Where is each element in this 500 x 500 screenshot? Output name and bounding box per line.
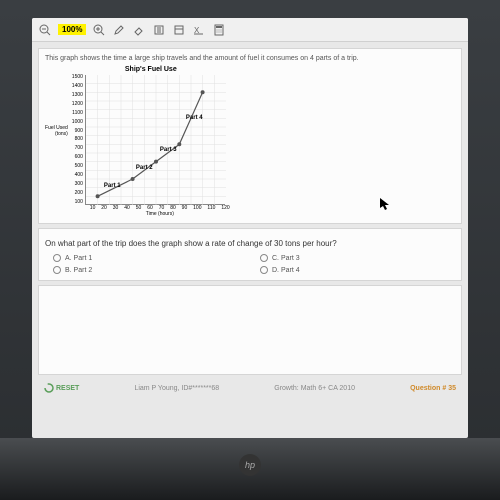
option-d[interactable]: D. Part 4 (260, 266, 455, 274)
segment-label-4: Part 4 (186, 115, 203, 121)
zoom-in-icon[interactable] (92, 23, 106, 37)
hp-logo-icon: hp (239, 454, 261, 476)
student-id: Liam P Young, ID#*******68 (134, 385, 219, 392)
segment-label-2: Part 2 (136, 165, 153, 171)
content-area: This graph shows the time a large ship t… (32, 42, 468, 403)
question-number: Question # 35 (410, 385, 456, 392)
toolbar: 100% X (32, 18, 468, 42)
strikeout-icon[interactable]: X (192, 23, 206, 37)
option-b[interactable]: B. Part 2 (53, 266, 248, 274)
option-c[interactable]: C. Part 3 (260, 254, 455, 262)
question-text: On what part of the trip does the graph … (45, 239, 455, 248)
notepad-icon[interactable] (172, 23, 186, 37)
refresh-icon (44, 383, 54, 393)
chart-plot: Part 1 Part 2 Part 3 Part 4 (85, 75, 225, 205)
zoom-out-icon[interactable] (38, 23, 52, 37)
assessment-name: Growth: Math 6+ CA 2010 (274, 385, 355, 392)
zoom-level[interactable]: 100% (58, 24, 86, 35)
radio-icon (53, 266, 61, 274)
y-axis-label: Fuel Used (tons) (45, 66, 70, 217)
segment-label-3: Part 3 (160, 147, 177, 153)
mouse-cursor-icon (380, 198, 390, 212)
question-card: On what part of the trip does the graph … (38, 228, 462, 281)
reset-button[interactable]: RESET (44, 383, 79, 393)
x-axis-label: Time (hours) (90, 211, 230, 217)
highlighter-icon[interactable] (152, 23, 166, 37)
y-ticks: 1500 1400 1300 1200 1100 1000 900 800 70… (72, 75, 85, 205)
problem-card: This graph shows the time a large ship t… (38, 48, 462, 224)
pencil-icon[interactable] (112, 23, 126, 37)
radio-icon (260, 266, 268, 274)
calculator-icon[interactable] (212, 23, 226, 37)
radio-icon (53, 254, 61, 262)
problem-prompt: This graph shows the time a large ship t… (45, 55, 455, 62)
chart-title: Ship's Fuel Use (72, 66, 230, 73)
radio-icon (260, 254, 268, 262)
work-area[interactable] (38, 285, 462, 375)
eraser-icon[interactable] (132, 23, 146, 37)
laptop-bezel: hp (0, 438, 500, 500)
segment-label-1: Part 1 (104, 183, 121, 189)
option-a[interactable]: A. Part 1 (53, 254, 248, 262)
footer: RESET Liam P Young, ID#*******68 Growth:… (38, 375, 462, 397)
